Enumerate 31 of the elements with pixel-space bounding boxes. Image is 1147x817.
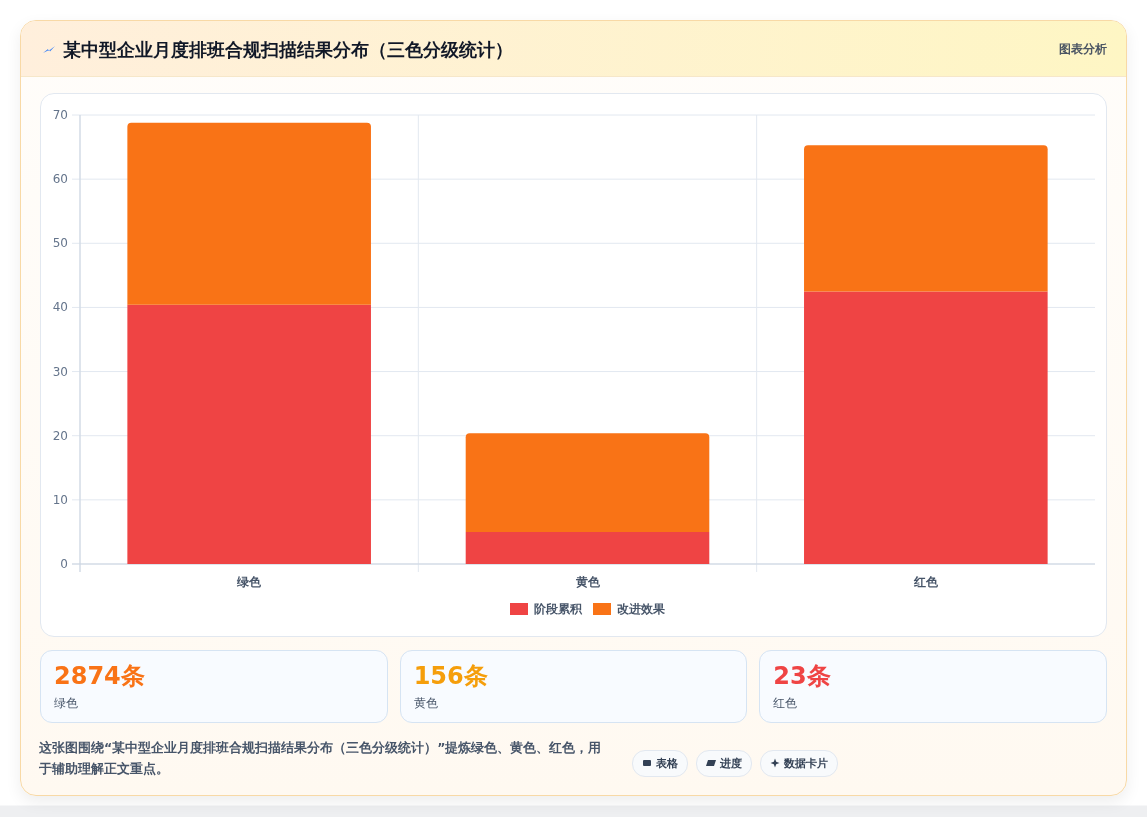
y-tick-label: 10 [52, 492, 68, 507]
x-tick-label: 绿色 [236, 575, 263, 589]
y-tick-label: 60 [52, 172, 68, 187]
text: 2874条 [54, 662, 145, 690]
y-tick-label: 30 [52, 364, 68, 379]
bar [804, 145, 1048, 292]
chart-title: 某中型企业月度排班合规扫描结果分布（三色分级统计） [63, 38, 513, 62]
text: 表格 [656, 757, 678, 770]
text: 数据卡片 [784, 757, 828, 770]
legend-label: 阶段累积 [534, 602, 583, 616]
text: 23条 [773, 662, 831, 690]
text: 这张图围绕“某中型企业月度排班合规扫描结果分布（三色分级统计）”提炼绿色、黄色、红色，用于辅助理解正文重点。 [39, 739, 603, 778]
x-tick-label: 黄色 [574, 575, 601, 589]
bar [465, 531, 710, 564]
category-label: 黄色 [413, 695, 438, 711]
y-tick-label: 40 [52, 300, 68, 315]
bar [465, 433, 710, 532]
category-label: 绿色 [54, 695, 78, 711]
bar [804, 291, 1048, 564]
legend-label: 改进效果 [617, 602, 666, 616]
y-tick-label: 70 [52, 108, 68, 122]
y-tick-label: 50 [52, 236, 68, 251]
bar [127, 122, 371, 305]
text: 图表分析 [1059, 41, 1107, 58]
text: 156条 [413, 662, 488, 690]
text: 进度 [720, 757, 742, 770]
y-tick-label: 20 [52, 428, 68, 443]
x-tick-label: 红色 [912, 575, 939, 589]
category-label: 红色 [773, 695, 798, 711]
y-tick-label: 0 [60, 557, 68, 571]
bar [127, 304, 371, 564]
